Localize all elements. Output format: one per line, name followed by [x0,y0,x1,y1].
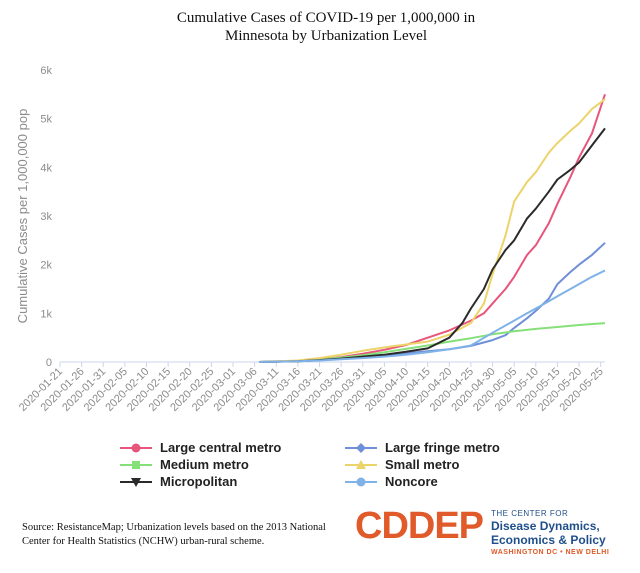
legend-label: Micropolitan [160,474,237,489]
legend-item[interactable]: Noncore [345,474,438,489]
legend: Large central metro Large fringe metro Med… [120,440,500,489]
legend-marker-circle [131,443,141,453]
legend-item[interactable]: Small metro [345,457,459,472]
legend-label: Large central metro [160,440,281,455]
brand-logo-text: CDDEP [355,505,484,547]
legend-marker-diamond [356,443,366,453]
y-tick-label: 2k [40,260,52,272]
legend-item[interactable]: Micropolitan [120,474,237,489]
y-tick-label: 5k [40,114,52,126]
chart-title-line-1: Cumulative Cases of COVID-19 per 1,000,0… [177,10,476,26]
legend-marker-circle [356,477,366,487]
legend-label: Small metro [385,457,459,472]
y-axis-label: Cumulative Cases per 1,000,000 pop [15,109,30,324]
y-tick-label: 1k [40,308,52,320]
brand-locations: WASHINGTON DC • NEW DELHI [491,549,610,556]
y-tick-label: 4k [40,162,52,174]
legend-label: Medium metro [160,457,249,472]
series-lines [258,93,606,363]
cddep-logo: CDDEP THE CENTER FOR Disease Dynamics, E… [355,505,635,565]
brand-line-2: Economics & Policy [491,533,606,547]
series-line-noncore [258,269,606,363]
brand-name: THE CENTER FOR Disease Dynamics, Economi… [491,509,609,556]
y-axis-ticks: 0 1k 2k 3k 4k 5k 6k [40,65,52,369]
legend-item[interactable]: Large central metro [120,440,281,455]
y-tick-label: 6k [40,65,52,77]
legend-label: Noncore [385,474,438,489]
series-line-large-central-metro [258,93,606,363]
legend-item[interactable]: Medium metro [120,457,249,472]
legend-item[interactable]: Large fringe metro [345,440,500,455]
legend-marker-triangle-down [131,478,141,487]
series-line-small-metro [258,98,606,363]
brand-small-text: THE CENTER FOR [491,509,569,518]
x-axis-ticks: 2020-01-212020-01-262020-01-312020-02-05… [17,362,606,414]
legend-label: Large fringe metro [385,440,500,455]
legend-marker-square [132,461,140,469]
chart-title: Cumulative Cases of COVID-19 per 1,000,0… [177,10,476,44]
chart: Cumulative Cases of COVID-19 per 1,000,0… [15,10,606,489]
legend-marker-triangle [356,460,366,469]
y-tick-label: 3k [40,211,52,223]
series-line-medium-metro [258,322,606,363]
series-line-micropolitan [258,127,606,363]
source-note: Source: ResistanceMap; Urbanization leve… [22,522,326,547]
brand-line-1: Disease Dynamics, [491,519,600,533]
chart-title-line-2: Minnesota by Urbanization Level [225,28,427,44]
y-tick-label: 0 [46,357,52,369]
